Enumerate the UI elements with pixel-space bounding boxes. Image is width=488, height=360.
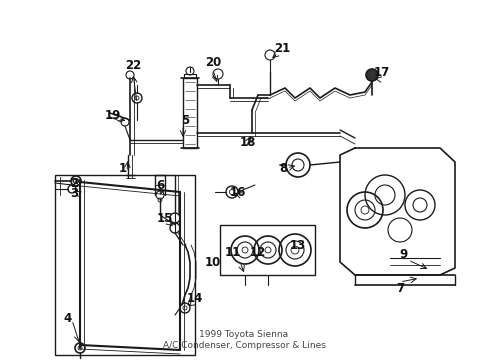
- Text: 2: 2: [70, 176, 78, 189]
- Text: 6: 6: [156, 179, 164, 192]
- Text: 5: 5: [181, 113, 189, 126]
- Text: 8: 8: [278, 162, 286, 175]
- Circle shape: [365, 69, 377, 81]
- Bar: [55, 175, 195, 355]
- Text: 4: 4: [64, 311, 72, 324]
- Text: 22: 22: [124, 59, 141, 72]
- Bar: [183, 78, 197, 148]
- Text: 10: 10: [204, 256, 221, 269]
- Text: 3: 3: [70, 186, 78, 199]
- Text: 16: 16: [229, 185, 245, 198]
- Text: 19: 19: [104, 108, 121, 122]
- Text: 12: 12: [249, 246, 265, 258]
- Bar: [220, 225, 314, 275]
- Text: 9: 9: [398, 248, 407, 261]
- Text: 18: 18: [239, 135, 256, 149]
- Text: 1: 1: [119, 162, 127, 175]
- Text: 14: 14: [186, 292, 203, 305]
- Text: 17: 17: [373, 66, 389, 78]
- Text: 13: 13: [289, 239, 305, 252]
- Text: 1999 Toyota Sienna
A/C Condenser, Compressor & Lines: 1999 Toyota Sienna A/C Condenser, Compre…: [162, 330, 325, 350]
- Text: 11: 11: [224, 246, 241, 258]
- Text: 7: 7: [395, 282, 403, 294]
- Text: 20: 20: [204, 55, 221, 68]
- Text: 21: 21: [273, 41, 289, 54]
- Text: 15: 15: [157, 212, 173, 225]
